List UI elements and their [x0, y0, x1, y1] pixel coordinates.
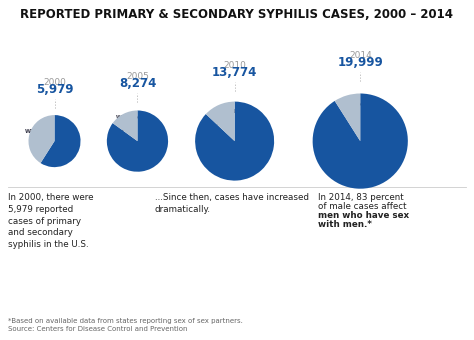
Text: In 2000, there were
5,979 reported
cases of primary
and secondary
syphilis in th: In 2000, there were 5,979 reported cases…: [8, 193, 93, 249]
Text: WOMEN: WOMEN: [25, 129, 50, 134]
Text: 2005: 2005: [126, 72, 149, 81]
Wedge shape: [28, 115, 55, 163]
Text: 85%: 85%: [137, 160, 156, 169]
Text: MEN: MEN: [361, 163, 377, 168]
Text: 2010: 2010: [223, 61, 246, 70]
Text: men who have sex: men who have sex: [318, 211, 409, 220]
Text: MEN: MEN: [138, 151, 155, 156]
Text: WOMEN: WOMEN: [339, 102, 364, 107]
Wedge shape: [195, 102, 274, 181]
Text: 15%: 15%: [119, 124, 137, 133]
Text: WOMEN: WOMEN: [116, 115, 140, 120]
Text: 9%: 9%: [345, 111, 357, 120]
Text: 8,274: 8,274: [119, 77, 156, 90]
Text: *Based on available data from states reporting sex of sex partners.: *Based on available data from states rep…: [8, 318, 243, 324]
Text: MEN: MEN: [237, 157, 253, 162]
Text: WOMEN: WOMEN: [211, 109, 236, 114]
Text: 87%: 87%: [235, 166, 255, 175]
Text: 5,979: 5,979: [36, 83, 73, 96]
Text: 2000: 2000: [43, 78, 66, 87]
Text: Source: Centers for Disease Control and Prevention: Source: Centers for Disease Control and …: [8, 326, 188, 332]
Wedge shape: [313, 94, 408, 189]
Text: 91%: 91%: [359, 172, 379, 181]
Wedge shape: [335, 94, 360, 141]
Text: with men.*: with men.*: [318, 220, 372, 229]
Wedge shape: [206, 102, 235, 141]
Wedge shape: [113, 110, 137, 141]
Text: of male cases affect: of male cases affect: [318, 202, 407, 211]
Text: 41%: 41%: [28, 138, 46, 147]
Text: In 2014, 83 percent: In 2014, 83 percent: [318, 193, 404, 202]
Text: 59%: 59%: [61, 147, 81, 156]
Text: 2014: 2014: [349, 51, 372, 59]
Text: 13,774: 13,774: [212, 66, 257, 79]
Wedge shape: [107, 110, 168, 172]
Text: 13%: 13%: [215, 118, 233, 127]
Text: MEN: MEN: [63, 138, 79, 143]
Text: ...Since then, cases have increased
dramatically.: ...Since then, cases have increased dram…: [155, 193, 309, 214]
Text: 19,999: 19,999: [337, 56, 383, 69]
Wedge shape: [41, 115, 81, 167]
Text: REPORTED PRIMARY & SECONDARY SYPHILIS CASES, 2000 – 2014: REPORTED PRIMARY & SECONDARY SYPHILIS CA…: [20, 8, 454, 21]
